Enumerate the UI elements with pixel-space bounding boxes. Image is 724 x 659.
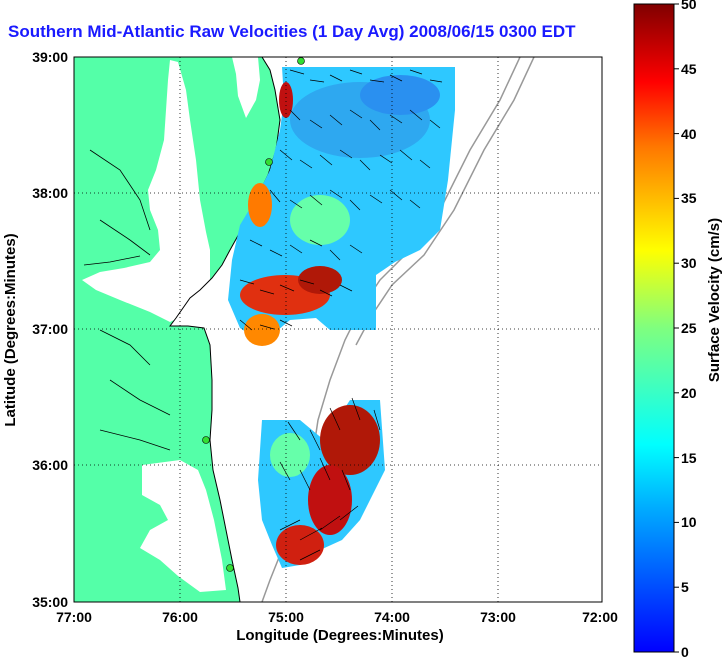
x-tick: 75:00 [268,609,304,625]
colorbar: 50 45 40 35 30 25 20 15 10 5 0 Surface V… [633,0,723,659]
grid-lines [74,57,602,602]
colorbar-tick: 35 [681,190,697,206]
chesapeake-bay [82,60,210,322]
y-tick: 37:00 [32,321,68,337]
colorbar-tick: 20 [681,385,697,401]
colorbar-tick: 40 [681,126,697,142]
pamlico-sound [140,460,226,592]
y-axis-label: Latitude (Degrees:Minutes) [2,233,19,426]
x-tick: 72:00 [582,609,618,625]
colorbar-tick: 45 [681,61,697,77]
y-tick: 36:00 [32,457,68,473]
x-tick: 73:00 [480,609,516,625]
y-tick: 35:00 [32,594,68,610]
x-tick: 74:00 [374,609,410,625]
colorbar-tick: 15 [681,450,697,466]
colorbar-label: Surface Velocity (cm/s) [706,218,723,382]
hf-radar-stations [202,57,305,572]
colorbar-tick: 0 [681,644,689,659]
y-tick: 39:00 [32,49,68,65]
x-tick: 76:00 [162,609,198,625]
y-tick: 38:00 [32,185,68,201]
x-axis: 77:00 76:00 75:00 74:00 73:00 72:00 Long… [56,609,618,644]
colorbar-tick: 50 [681,0,697,12]
colorbar-tick: 30 [681,255,697,271]
colorbar-tick: 10 [681,514,697,530]
colorbar-scale [633,3,675,653]
land-mass [74,57,280,602]
x-axis-label: Longitude (Degrees:Minutes) [236,627,444,644]
y-axis: 39:00 38:00 37:00 36:00 35:00 Latitude (… [2,49,68,610]
colorbar-tick: 5 [681,579,689,595]
delaware-bay [232,57,260,118]
velocity-vectors [239,69,443,561]
plot-frame [73,56,603,603]
colorbar-tick: 25 [681,320,697,336]
map-title: Southern Mid-Atlantic Raw Velocities (1 … [8,22,576,41]
x-tick: 77:00 [56,609,92,625]
